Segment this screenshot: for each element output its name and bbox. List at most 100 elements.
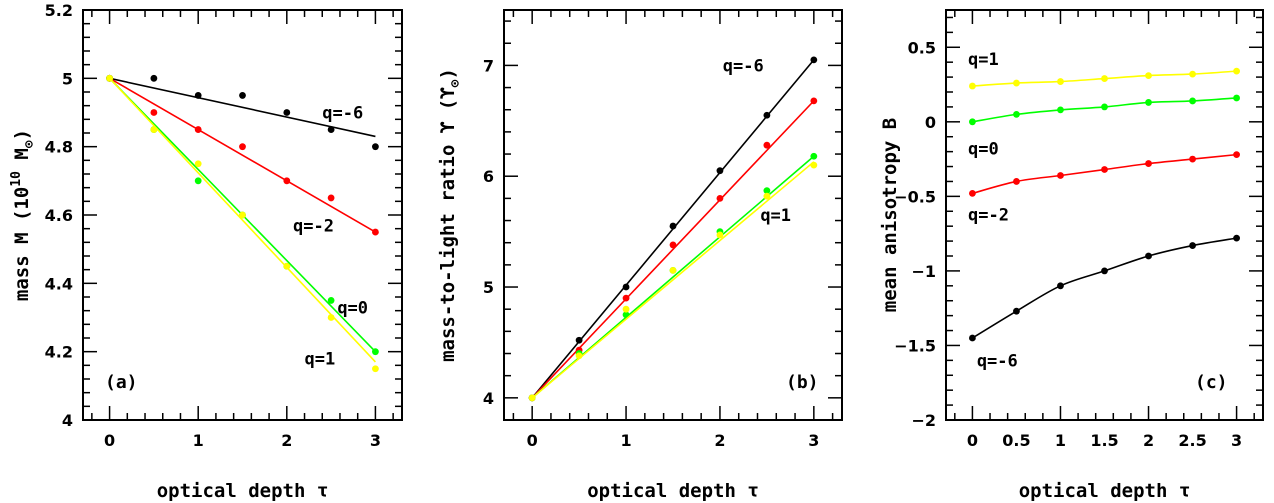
annotation-q-0: q=0 [968, 140, 999, 160]
data-point [327, 314, 335, 321]
data-point [1057, 78, 1064, 85]
y-tick-label: 0.5 [908, 38, 936, 57]
data-point [969, 334, 976, 342]
y-axis-label-part: mean anisotropy B [879, 118, 901, 312]
data-point [239, 143, 246, 151]
panel-tag: (a) [105, 372, 138, 393]
annotation-q-6: q=-6 [977, 351, 1018, 371]
y-tick-label: 4.2 [45, 343, 73, 362]
data-point [810, 56, 818, 64]
data-point [1145, 99, 1152, 106]
plot-frame [945, 9, 1264, 421]
data-point [1101, 75, 1108, 82]
data-point [1189, 97, 1196, 105]
panel-tag: (b) [786, 372, 819, 393]
series-q-2 [106, 74, 379, 236]
annotation-q-1: q=1 [760, 206, 791, 226]
data-point [372, 143, 379, 151]
x-tick-label: 0 [104, 431, 115, 450]
data-point [327, 297, 335, 304]
data-point [372, 348, 379, 356]
panel-tag: (c) [1195, 372, 1228, 393]
data-point [194, 177, 202, 185]
data-point [763, 187, 771, 195]
fit-line-q-2 [531, 100, 815, 399]
data-point [283, 109, 291, 116]
data-point [575, 336, 583, 344]
x-axis-label: optical depth τ [587, 480, 759, 502]
y-axis-label: mass-to-light ratio ϒ (ϒ⊙) [437, 68, 463, 362]
annotation-q-1: q=1 [305, 350, 336, 370]
data-point [372, 365, 379, 373]
data-point [150, 126, 158, 133]
annotation-q-6: q=-6 [322, 104, 363, 124]
data-point [810, 152, 818, 160]
plot-frame [503, 9, 843, 421]
data-point [150, 74, 158, 82]
data-point [194, 160, 202, 168]
y-tick-label: 5 [62, 69, 73, 88]
data-point [1145, 72, 1152, 79]
y-axis-label: mass M (1010 M⊙) [9, 129, 37, 301]
data-point [969, 189, 976, 197]
x-tick-label: 2 [714, 431, 725, 450]
data-point [810, 97, 818, 105]
y-tick-label: 6 [483, 167, 494, 186]
data-point [1101, 103, 1108, 111]
series-q-6 [528, 56, 818, 402]
data-point [969, 82, 976, 90]
curve-q-6 [972, 237, 1237, 339]
fit-line-q-2 [109, 77, 376, 233]
data-point [763, 141, 771, 149]
series-q-2 [528, 97, 818, 402]
data-point [1013, 178, 1020, 185]
series-q-6 [969, 234, 1240, 342]
x-tick-label: 2.5 [1178, 431, 1206, 450]
data-point [1101, 166, 1108, 173]
annotation-q-6: q=-6 [723, 56, 764, 76]
data-point [1189, 242, 1196, 249]
y-tick-label: −1.5 [894, 336, 936, 355]
data-point [150, 109, 158, 116]
data-point [1233, 151, 1240, 159]
data-point [1057, 282, 1064, 290]
y-axis-label: mean anisotropy B [879, 118, 901, 312]
data-point [716, 167, 724, 175]
x-axis-label: optical depth τ [1019, 480, 1191, 502]
data-point [763, 192, 771, 200]
x-axis-label: optical depth τ [157, 480, 329, 502]
x-tick-label: 0 [967, 431, 978, 450]
data-point [327, 126, 335, 133]
data-point [622, 294, 630, 302]
series-q-0 [969, 94, 1240, 126]
y-axis-label-sun-symbol: ⊙ [22, 140, 37, 148]
x-tick-label: 1 [193, 431, 204, 450]
data-point [716, 194, 724, 202]
data-point [1101, 267, 1108, 275]
data-point [669, 267, 677, 274]
data-point [1013, 307, 1020, 315]
x-tick-label: 0 [527, 431, 538, 450]
series-q-1 [106, 74, 379, 373]
data-point [283, 177, 291, 185]
y-tick-label: −0.5 [894, 187, 936, 206]
data-point [1013, 110, 1020, 118]
annotation-q-2: q=-2 [968, 205, 1009, 225]
panel-b: 0 1 2 3 4 5 6 7 optical depth τ mass-to-light rat… [437, 9, 843, 502]
y-tick-label: 4 [483, 389, 494, 408]
data-point [669, 241, 677, 249]
series-q-1 [969, 67, 1240, 90]
annotation-q-1: q=1 [968, 50, 999, 70]
data-point [716, 231, 724, 239]
data-point [1233, 94, 1240, 102]
data-point [969, 118, 976, 126]
fit-line-q-1 [531, 161, 815, 399]
data-point [283, 262, 291, 270]
data-point [1189, 155, 1196, 163]
x-tick-label: 2 [281, 431, 292, 450]
x-tick-label: 1 [1055, 431, 1066, 450]
data-point [1233, 67, 1240, 75]
x-tick-label: 2 [1143, 431, 1154, 450]
data-point [622, 311, 630, 319]
